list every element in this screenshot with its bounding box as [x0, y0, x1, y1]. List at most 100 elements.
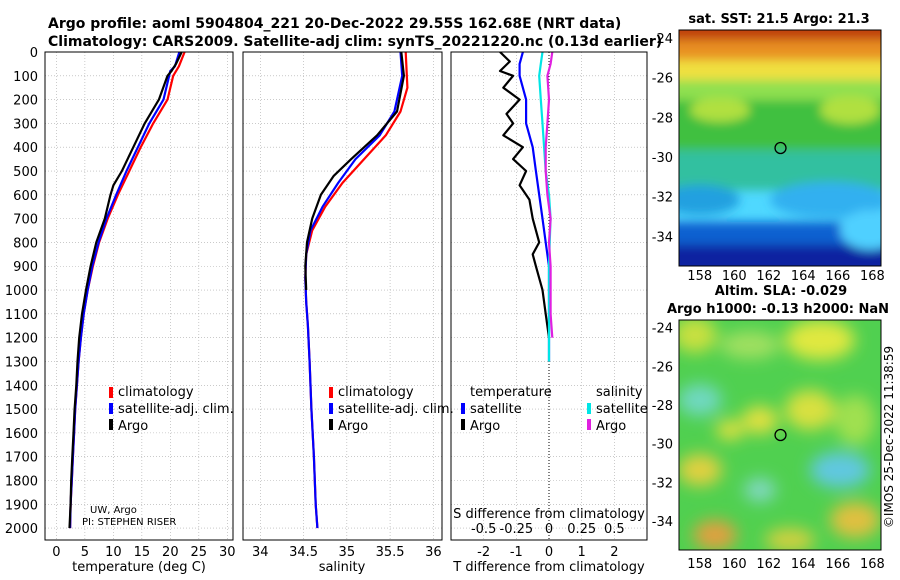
- legend-label-satellite: satellite-adj. clim.: [338, 402, 454, 417]
- t-diff-xlabel: T difference from climatology: [452, 560, 645, 575]
- depth-tick-labels: 0 100 200 300 400 500 600 700 800 900 1000 1100 1200…: [5, 46, 38, 537]
- series-s-argo: [544, 52, 554, 338]
- lat-tick-label: -32: [652, 476, 673, 491]
- y-tick-label: 1900: [5, 498, 38, 513]
- legend-mark-s-satellite: [587, 403, 591, 414]
- difference-grid: [451, 51, 647, 540]
- y-tick-label: 500: [13, 165, 38, 180]
- x-tick-label: 25: [191, 545, 208, 560]
- s-diff-tick-labels: -0.5 -0.25 0 0.25 0.5: [471, 522, 625, 537]
- legend-mark-s-argo: [587, 419, 591, 430]
- lat-tick-label: -34: [652, 230, 673, 245]
- figure-title-line2: Climatology: CARS2009. Satellite-adj cli…: [48, 34, 662, 50]
- lon-tick-label: 166: [825, 269, 850, 284]
- sla-lat-labels: -24 -26 -28 -30 -32 -34: [652, 322, 673, 530]
- x-tick-label: 0: [545, 545, 553, 560]
- temperature-axes-box: [44, 51, 234, 541]
- x-tick-label: 2: [610, 545, 618, 560]
- temperature-tick-labels: 0 5 10 15 20 25 30: [52, 545, 235, 560]
- legend-label-t-satellite: satellite: [470, 402, 522, 417]
- salinity-lines: [304, 52, 409, 529]
- y-tick-label: 1700: [5, 451, 38, 466]
- temperature-legend: climatology satellite-adj. clim. Argo: [109, 385, 234, 434]
- temperature-xlabel: temperature (deg C): [72, 560, 206, 575]
- legend-mark-satellite: [329, 403, 333, 414]
- sla-map-title: Altim. SLA: -0.029: [715, 284, 847, 299]
- legend-label-climatology: climatology: [338, 385, 414, 400]
- x-tick-label: 15: [134, 545, 151, 560]
- x-tick-label: 34.5: [289, 545, 318, 560]
- y-tick-label: 100: [13, 70, 38, 85]
- y-tick-label: 1200: [5, 332, 38, 347]
- lat-tick-label: -26: [652, 360, 673, 375]
- x-tick-label: 30: [219, 545, 236, 560]
- x-tick-label: 0: [52, 545, 60, 560]
- lat-tick-label: -24: [652, 32, 673, 47]
- series-argo: [304, 52, 405, 291]
- lon-tick-label: 164: [791, 269, 816, 284]
- y-tick-label: 600: [13, 189, 38, 204]
- legend-mark-climatology: [329, 387, 333, 398]
- temperature-lines: [68, 52, 186, 529]
- x-tick-label: -1: [510, 545, 523, 560]
- legend-mark-t-argo: [461, 419, 465, 430]
- s-diff-tick-label: 0.5: [604, 522, 625, 537]
- salinity-xlabel: salinity: [319, 560, 366, 575]
- x-tick-label: 34: [252, 545, 269, 560]
- sst-lon-labels: 158 160 162 164 166 168: [687, 269, 884, 284]
- y-tick-label: 1800: [5, 474, 38, 489]
- lat-tick-label: -24: [652, 322, 673, 337]
- temperature-grid: [45, 51, 233, 540]
- s-diff-tick-label: -0.25: [500, 522, 534, 537]
- lat-tick-label: -34: [652, 515, 673, 530]
- y-tick-label: 700: [13, 213, 38, 228]
- y-tick-label: 1400: [5, 379, 38, 394]
- argo-location-marker: [774, 428, 787, 442]
- x-tick-label: 5: [81, 545, 89, 560]
- sla-lon-labels: 158 160 162 164 166 168: [687, 557, 884, 572]
- s-diff-tick-label: -0.5: [471, 522, 496, 537]
- lon-tick-label: 166: [825, 557, 850, 572]
- y-tick-label: 2000: [5, 522, 38, 537]
- legend-label-argo: Argo: [338, 419, 368, 434]
- salinity-grid: [243, 51, 442, 540]
- lon-tick-label: 168: [860, 557, 885, 572]
- difference-legend: temperature salinity satellite Argo sate…: [461, 385, 648, 434]
- lon-tick-label: 164: [791, 557, 816, 572]
- lat-tick-label: -28: [652, 399, 673, 414]
- x-tick-label: 1: [578, 545, 586, 560]
- y-tick-label: 1300: [5, 355, 38, 370]
- lat-tick-label: -26: [652, 72, 673, 87]
- y-tick-label: 300: [13, 117, 38, 132]
- y-tick-label: 1500: [5, 403, 38, 418]
- temperature-panel: 0100200300400500600700800900100011001200…: [5, 46, 236, 575]
- lat-tick-label: -30: [652, 151, 673, 166]
- lon-tick-label: 160: [722, 269, 747, 284]
- x-tick-label: -2: [477, 545, 490, 560]
- t-diff-tick-labels: -2 -1 0 1 2: [477, 545, 618, 560]
- legend-head-salinity: salinity: [596, 385, 643, 400]
- difference-lines: [498, 52, 554, 362]
- legend-label-satellite: satellite-adj. clim.: [118, 402, 234, 417]
- s-diff-tick-label: 0.25: [567, 522, 596, 537]
- figure-title-line1: Argo profile: aoml 5904804_221 20-Dec-20…: [48, 16, 621, 32]
- lat-tick-label: -30: [652, 438, 673, 453]
- salinity-legend: climatology satellite-adj. clim. Argo: [329, 385, 454, 434]
- legend-mark-climatology: [109, 387, 113, 398]
- lon-tick-label: 162: [756, 557, 781, 572]
- legend-label-climatology: climatology: [118, 385, 194, 400]
- sla-field: [679, 320, 881, 550]
- x-tick-label: 35.5: [376, 545, 405, 560]
- series-t-satellite: [518, 52, 551, 362]
- legend-mark-t-satellite: [461, 403, 465, 414]
- sst-map: sat. SST: 21.5 Argo: 21.3 158: [652, 12, 885, 284]
- series-t-argo: [498, 52, 551, 338]
- legend-mark-satellite: [109, 403, 113, 414]
- credit-line2: PI: STEPHEN RISER: [82, 517, 176, 528]
- lon-tick-label: 168: [860, 269, 885, 284]
- s-diff-xlabel: S difference from climatology: [453, 507, 645, 522]
- lon-tick-label: 158: [687, 557, 712, 572]
- y-tick-label: 1000: [5, 284, 38, 299]
- sst-lat-labels: -24 -26 -28 -30 -32 -34: [652, 32, 673, 245]
